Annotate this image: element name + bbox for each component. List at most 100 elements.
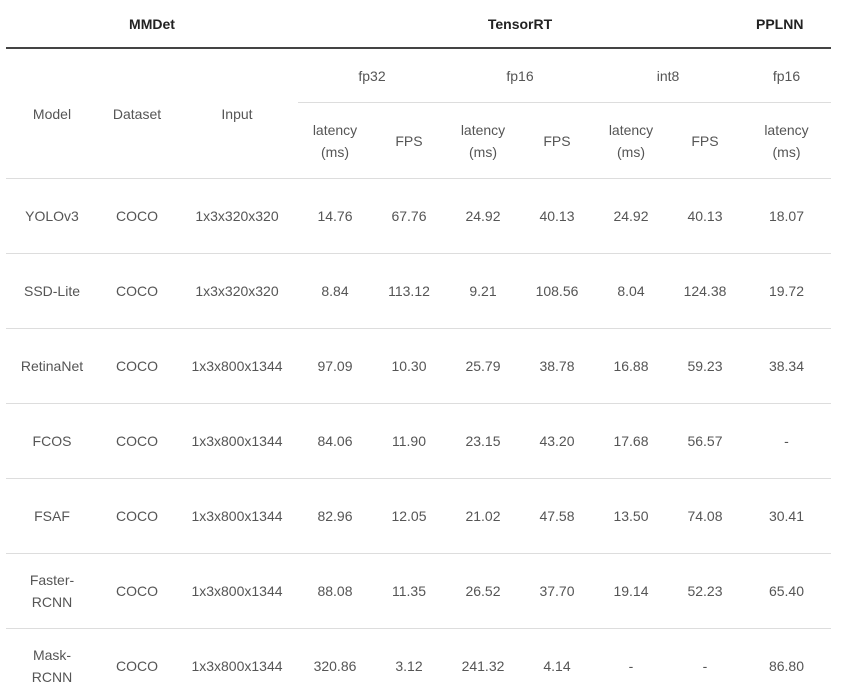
cell-trt-int8-fps: 56.57: [668, 403, 742, 479]
group-header-mmdet: MMDet: [6, 0, 298, 49]
cell-trt-int8-fps: 59.23: [668, 328, 742, 404]
metric-latency-label: latency: [764, 121, 809, 138]
cell-trt-int8-latency: 16.88: [594, 328, 668, 404]
cell-input: 1x3x320x320: [176, 178, 298, 254]
cell-pplnn-fp16-latency: 65.40: [742, 553, 831, 629]
cell-pplnn-fp16-latency: 19.72: [742, 253, 831, 329]
model-name-line: FCOS: [32, 433, 72, 449]
cell-trt-fp32-latency: 97.09: [298, 328, 372, 404]
cell-trt-fp32-fps: 12.05: [372, 478, 446, 554]
cell-trt-fp16-fps: 108.56: [520, 253, 594, 329]
cell-model: FSAF: [6, 478, 98, 554]
cell-trt-fp32-latency: 320.86: [313, 658, 357, 674]
cell-trt-fp16-fps: 38.78: [520, 328, 594, 404]
model-name-line: Faster-: [29, 572, 75, 588]
metric-header-latency: latency (ms): [594, 102, 668, 179]
cell-trt-fp32-latency: 14.76: [298, 178, 372, 254]
metric-latency-unit: (ms): [469, 143, 497, 160]
cell-model: SSD-Lite: [6, 253, 98, 329]
metric-latency-unit: (ms): [617, 143, 645, 160]
cell-dataset: COCO: [98, 478, 176, 554]
metric-header-latency: latency (ms): [298, 102, 372, 179]
cell-trt-fp16-latency: 23.15: [446, 403, 520, 479]
precision-header-trt-fp16: fp16: [446, 48, 594, 103]
metric-header-fps: FPS: [520, 102, 594, 179]
group-header-pplnn: PPLNN: [742, 0, 831, 49]
group-header-tensorrt: TensorRT: [298, 0, 742, 49]
benchmark-table: MMDet TensorRT PPLNN Model Dataset Input…: [6, 0, 831, 700]
cell-trt-fp16-fps: 37.70: [520, 553, 594, 629]
cell-trt-fp32-fps: 3.12: [395, 658, 423, 674]
cell-input: 1x3x800x1344: [176, 553, 298, 629]
cell-dataset: COCO: [116, 658, 158, 674]
table-row: FCOS COCO 1x3x800x1344 84.06 11.90 23.15…: [6, 403, 831, 479]
metric-header-latency: latency (ms): [742, 102, 831, 179]
metric-latency-unit: (ms): [772, 143, 801, 160]
table-row: Mask- RCNN COCO 1x3x800x1344 320.86 3.12 …: [6, 629, 831, 700]
cell-model: RetinaNet: [6, 328, 98, 404]
cell-trt-int8-fps: 40.13: [668, 178, 742, 254]
metric-header-fps: FPS: [668, 102, 742, 179]
cell-trt-fp16-latency: 24.92: [446, 178, 520, 254]
precision-header-pplnn-fp16: fp16: [742, 48, 831, 103]
cell-trt-int8-fps: 74.08: [668, 478, 742, 554]
cell-pplnn-fp16-latency: -: [742, 403, 831, 479]
cell-model: Mask- RCNN: [6, 629, 98, 700]
cell-input: 1x3x800x1344: [176, 403, 298, 479]
cell-trt-fp16-fps: 47.58: [520, 478, 594, 554]
cell-trt-fp32-latency: 84.06: [298, 403, 372, 479]
cell-trt-int8-fps: 52.23: [668, 553, 742, 629]
model-name-line: YOLOv3: [25, 208, 79, 224]
cell-trt-int8-latency: 24.92: [594, 178, 668, 254]
cell-trt-fp16-latency: 25.79: [446, 328, 520, 404]
cell-pplnn-fp16-latency: 38.34: [742, 328, 831, 404]
cell-dataset: COCO: [98, 403, 176, 479]
cell-trt-int8-latency: 8.04: [594, 253, 668, 329]
metric-latency-unit: (ms): [321, 143, 349, 160]
cell-trt-fp16-fps: 40.13: [520, 178, 594, 254]
group-header-row: MMDet TensorRT PPLNN: [6, 0, 831, 49]
cell-trt-fp16-fps: 4.14: [543, 658, 571, 674]
table-row: RetinaNet COCO 1x3x800x1344 97.09 10.30 …: [6, 328, 831, 404]
cell-trt-int8-latency: 13.50: [594, 478, 668, 554]
cell-trt-int8-latency: 19.14: [594, 553, 668, 629]
model-name-line: FSAF: [34, 508, 70, 524]
cell-dataset: COCO: [98, 178, 176, 254]
table-body: YOLOv3 COCO 1x3x320x320 14.76 67.76 24.9…: [6, 178, 831, 700]
model-name-line: RCNN: [31, 669, 73, 685]
column-header-input: Input: [176, 48, 298, 179]
table-row: SSD-Lite COCO 1x3x320x320 8.84 113.12 9.…: [6, 253, 831, 329]
cell-trt-int8-latency: 17.68: [594, 403, 668, 479]
metric-header-fps: FPS: [372, 102, 446, 179]
cell-trt-fp16-latency: 241.32: [461, 658, 505, 674]
table-header: MMDet TensorRT PPLNN Model Dataset Input…: [6, 0, 831, 179]
cell-input: 1x3x800x1344: [176, 328, 298, 404]
column-header-dataset: Dataset: [98, 48, 176, 179]
model-name-line: SSD-Lite: [23, 283, 81, 299]
cell-model: Faster- RCNN: [6, 553, 98, 629]
table-row: Faster- RCNN COCO 1x3x800x1344 88.08 11.3…: [6, 553, 831, 629]
cell-input: 1x3x800x1344: [176, 478, 298, 554]
model-name-line: RCNN: [31, 594, 73, 610]
metric-latency-label: latency: [312, 121, 358, 138]
cell-dataset: COCO: [98, 328, 176, 404]
precision-header-trt-fp32: fp32: [298, 48, 446, 103]
metric-latency-label: latency: [608, 121, 654, 138]
metric-header-row: latency (ms) FPS latency (ms) FPS latency (…: [6, 102, 831, 179]
model-name-line: RetinaNet: [20, 358, 84, 374]
model-name-line: Mask-: [32, 647, 72, 663]
cell-model: FCOS: [6, 403, 98, 479]
cell-trt-fp32-fps: 67.76: [372, 178, 446, 254]
cell-trt-fp32-latency: 8.84: [298, 253, 372, 329]
cell-trt-int8-fps: 124.38: [668, 253, 742, 329]
cell-trt-fp16-latency: 9.21: [446, 253, 520, 329]
cell-trt-fp16-latency: 26.52: [446, 553, 520, 629]
cell-pplnn-fp16-latency: 18.07: [742, 178, 831, 254]
cell-input: 1x3x320x320: [176, 253, 298, 329]
cell-dataset: COCO: [98, 253, 176, 329]
cell-input: 1x3x800x1344: [191, 658, 283, 674]
table-row: FSAF COCO 1x3x800x1344 82.96 12.05 21.02…: [6, 478, 831, 554]
cell-pplnn-fp16-latency: 86.80: [768, 658, 805, 674]
cell-trt-fp32-fps: 11.35: [372, 553, 446, 629]
